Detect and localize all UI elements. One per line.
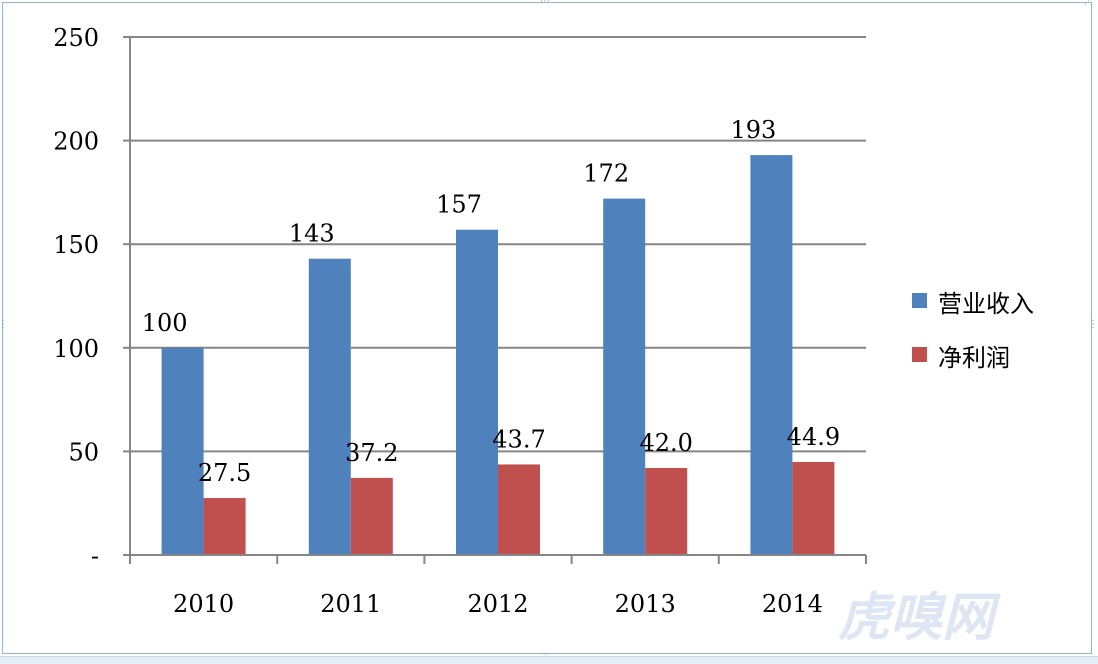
bar-net-profit (498, 464, 540, 555)
data-label: 44.9 (787, 423, 840, 451)
axes: - 50 100 150 200 250 2010 2011 2012 2013 2014 (53, 24, 867, 618)
y-tick-label: 200 (53, 128, 99, 156)
data-label: 143 (289, 220, 335, 248)
bars (161, 155, 835, 556)
x-tick-label: 2011 (320, 590, 381, 618)
y-tick-label: 250 (53, 24, 99, 52)
legend-label: 营业收入 (938, 290, 1034, 318)
chart-frame (2, 2, 1092, 654)
bar-net-profit (350, 477, 393, 555)
y-tick-label: 50 (68, 438, 99, 466)
data-labels: 100 27.5 143 37.2 157 43.7 172 42.0 193 44.9 (142, 116, 840, 487)
legend-label: 净利润 (938, 344, 1010, 372)
data-label: 193 (730, 116, 776, 144)
data-label: 172 (583, 160, 629, 188)
x-tick-label: 2012 (467, 590, 528, 618)
bar-revenue (750, 155, 793, 555)
bar-net-profit (645, 467, 688, 555)
bar-revenue (308, 258, 351, 555)
legend-swatch (912, 347, 927, 362)
resize-handle-left[interactable]: ⋮ (0, 319, 8, 330)
data-label: 157 (436, 191, 482, 219)
resize-handle-top[interactable]: ⋯ (540, 0, 550, 7)
data-label: 37.2 (345, 439, 398, 467)
bar-revenue (161, 347, 204, 555)
window-bottom-strip (0, 656, 1098, 664)
x-tick-label: 2010 (173, 590, 234, 618)
bar-revenue (603, 198, 646, 555)
bar-net-profit (203, 498, 246, 555)
data-label: 27.5 (198, 459, 251, 487)
data-label: 100 (142, 309, 188, 337)
watermark-text: 虎嗅网 (838, 588, 1001, 648)
data-label: 42.0 (639, 429, 692, 457)
data-label: 43.7 (492, 425, 545, 453)
y-tick-label: 100 (53, 335, 99, 363)
x-tick-label: 2013 (615, 590, 676, 618)
legend-swatch (912, 293, 927, 308)
bar-revenue (456, 229, 498, 556)
x-tick-label: 2014 (762, 590, 823, 618)
resize-handle-right[interactable]: ⋮ (1088, 319, 1098, 330)
resize-handle-top-right[interactable]: ⋰ (1084, 0, 1094, 7)
bar-net-profit (792, 461, 835, 555)
y-tick-label: 150 (53, 231, 99, 259)
y-tick-label: - (91, 542, 99, 570)
resize-handle-bottom[interactable]: ⋯ (540, 649, 550, 660)
